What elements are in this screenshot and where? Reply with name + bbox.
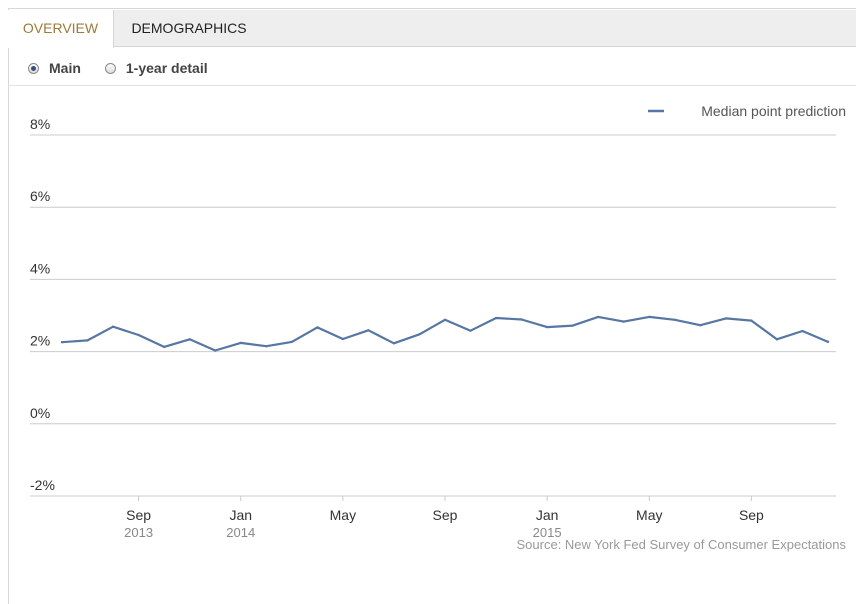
data-point xyxy=(137,333,140,337)
data-point xyxy=(162,345,166,349)
data-point xyxy=(418,333,421,336)
data-point xyxy=(86,339,89,342)
y-tick-label: 2% xyxy=(30,333,50,349)
radio-1-year-detail-label: 1-year detail xyxy=(125,60,208,76)
data-point xyxy=(494,316,498,320)
data-point xyxy=(801,329,804,333)
x-tick-label: Sep xyxy=(739,507,764,523)
widget-frame xyxy=(8,8,856,604)
data-point xyxy=(290,340,293,344)
y-tick-label: -2% xyxy=(30,477,55,493)
y-tick-label: 0% xyxy=(30,405,50,421)
data-point xyxy=(724,317,728,320)
data-point xyxy=(597,315,600,319)
data-point xyxy=(316,326,319,329)
view-radio-group: Main 1-year detail xyxy=(28,58,232,78)
x-tick-year-label: 2014 xyxy=(226,525,255,540)
x-tick-year-label: 2013 xyxy=(124,525,153,540)
data-point xyxy=(341,337,345,341)
data-point xyxy=(545,325,549,329)
y-tick-label: 4% xyxy=(30,260,50,276)
data-point xyxy=(367,329,370,332)
radio-1-year-detail[interactable]: 1-year detail xyxy=(104,60,208,76)
tab-overview[interactable]: OVERVIEW xyxy=(8,10,114,48)
x-tick-label: Sep xyxy=(126,507,151,523)
tab-bar xyxy=(8,10,856,47)
radio-main-label: Main xyxy=(49,60,81,76)
source-note: Source: New York Fed Survey of Consumer … xyxy=(517,537,847,552)
data-point xyxy=(826,340,830,344)
data-point xyxy=(520,318,523,321)
data-point xyxy=(750,319,753,322)
data-point xyxy=(648,315,651,319)
x-tick-label: May xyxy=(636,507,662,523)
data-point xyxy=(469,329,472,332)
x-tick-year-label: 2015 xyxy=(533,525,562,540)
data-point xyxy=(239,341,242,345)
data-point xyxy=(111,325,115,328)
data-point xyxy=(392,342,396,345)
legend-label: Median point prediction xyxy=(701,103,846,119)
data-point xyxy=(775,338,779,341)
y-tick-label: 6% xyxy=(30,188,50,204)
data-point xyxy=(699,324,702,327)
data-point xyxy=(443,318,447,322)
data-point xyxy=(265,344,268,348)
x-tick-label: May xyxy=(330,507,356,523)
x-tick-label: Jan xyxy=(536,507,559,523)
data-point xyxy=(622,320,625,323)
controls-divider xyxy=(8,85,856,86)
tab-demographics[interactable]: DEMOGRAPHICS xyxy=(131,20,247,36)
data-point xyxy=(188,338,191,341)
data-point xyxy=(60,341,64,344)
data-point xyxy=(673,318,676,322)
y-tick-label: 8% xyxy=(30,116,50,132)
data-point xyxy=(214,349,217,352)
radio-main-button[interactable] xyxy=(28,62,39,74)
series-line-median-point-prediction xyxy=(61,315,829,352)
data-point xyxy=(571,324,574,327)
x-tick-label: Jan xyxy=(229,507,252,523)
x-tick-label: Sep xyxy=(433,507,458,523)
radio-1-year-detail-button[interactable] xyxy=(104,62,116,74)
radio-main[interactable]: Main xyxy=(28,60,81,76)
